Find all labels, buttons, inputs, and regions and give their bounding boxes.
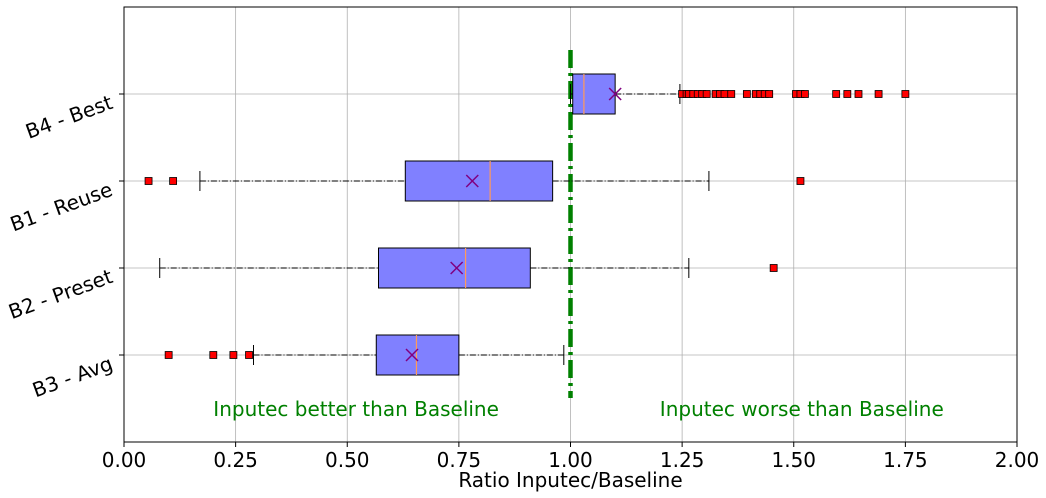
x-tick-label: 1.50 xyxy=(771,448,816,472)
iqr-box xyxy=(375,334,460,376)
annotation-text: Inputec worse than Baseline xyxy=(660,397,944,421)
annotation-text: Inputec better than Baseline xyxy=(213,397,499,421)
outlier-point xyxy=(742,90,751,98)
outlier-point xyxy=(769,264,778,272)
x-tick-label: 1.00 xyxy=(548,448,593,472)
y-category-label: B4 - Best xyxy=(22,90,116,144)
x-tick-label: 1.75 xyxy=(883,448,928,472)
outlier-point xyxy=(229,351,238,359)
x-axis-ticks: 0.00 0.25 0.50 0.75 1.00 1.25 1.50 1.75 2.00 xyxy=(102,442,1040,472)
outlier-point xyxy=(901,90,910,98)
box-b3-avg xyxy=(164,334,565,376)
outlier-point xyxy=(765,90,774,98)
outlier-point xyxy=(209,351,218,359)
iqr-box xyxy=(572,73,616,115)
outlier-point xyxy=(245,351,253,359)
outlier-point xyxy=(832,90,841,98)
outlier-point xyxy=(801,90,809,98)
outlier-point xyxy=(720,90,729,98)
x-tick-label: 0.00 xyxy=(102,448,147,472)
x-tick-label: 2.00 xyxy=(995,448,1040,472)
iqr-box xyxy=(378,247,531,289)
outlier-point xyxy=(727,90,736,98)
outlier-point xyxy=(796,177,805,185)
iqr-box xyxy=(404,160,554,202)
outlier-point xyxy=(874,90,883,98)
x-tick-label: 0.75 xyxy=(437,448,482,472)
y-category-label: B1 - Reuse xyxy=(7,177,116,236)
outlier-point xyxy=(854,90,863,98)
box-series xyxy=(144,73,910,376)
x-axis-title: Ratio Inputec/Baseline xyxy=(458,468,682,492)
x-tick-label: 1.25 xyxy=(660,448,705,472)
outlier-point xyxy=(169,177,178,185)
outlier-point xyxy=(144,177,153,185)
outlier-point xyxy=(702,90,711,98)
y-category-label: B3 - Avg xyxy=(29,351,116,402)
y-axis-categories: B3 - Avg B2 - Preset B1 - Reuse B4 - Best xyxy=(5,90,124,402)
mean-marker xyxy=(450,261,464,275)
box-b2-preset xyxy=(159,247,778,289)
x-tick-label: 0.50 xyxy=(325,448,370,472)
outlier-point xyxy=(164,351,173,359)
box-b4-best xyxy=(570,73,910,115)
outlier-point xyxy=(843,90,852,98)
mean-marker xyxy=(405,348,419,362)
x-tick-label: 0.25 xyxy=(213,448,258,472)
mean-marker xyxy=(465,174,479,188)
mean-marker xyxy=(608,87,622,101)
box-b1-reuse xyxy=(144,160,805,202)
y-category-label: B2 - Preset xyxy=(5,264,116,324)
annotations: Inputec better than Baseline Inputec wors… xyxy=(213,397,943,421)
